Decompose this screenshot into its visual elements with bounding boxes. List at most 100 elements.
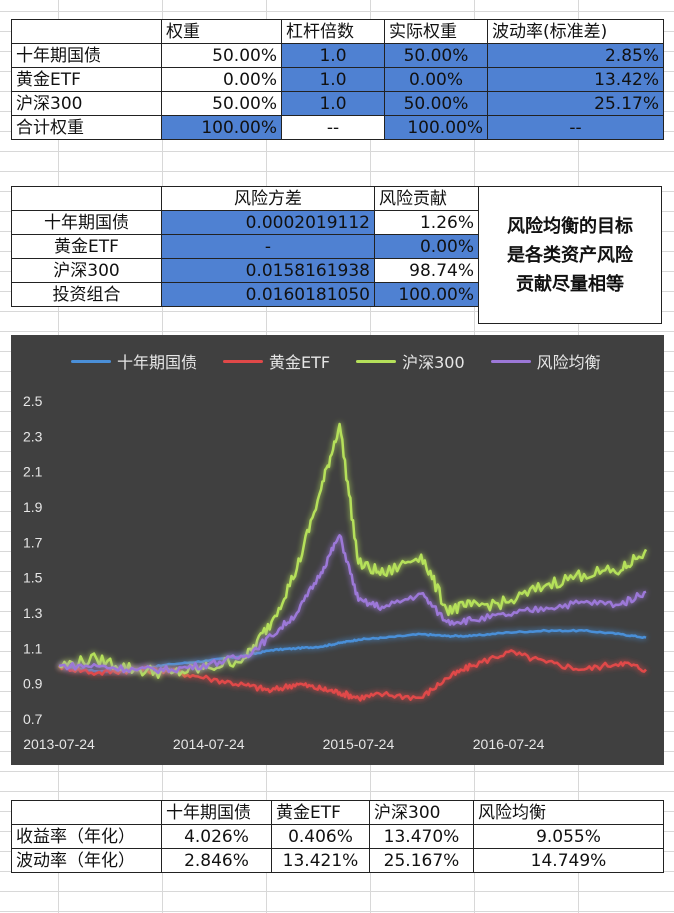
- x-tick-label: 2013-07-24: [23, 736, 95, 752]
- y-tick-label: 1.5: [23, 570, 43, 586]
- legend-label: 十年期国债: [117, 353, 198, 372]
- header-csi300: 沪深300: [369, 800, 474, 825]
- row-label[interactable]: 黄金ETF: [11, 234, 162, 259]
- cell-contribution[interactable]: 1.26%: [374, 210, 479, 235]
- cell-contribution[interactable]: 0.00%: [374, 234, 479, 259]
- y-tick-label: 2.1: [23, 464, 43, 480]
- summary-table: 十年期国债 黄金ETF 沪深300 风险均衡 收益率（年化） 4.026% 0.…: [11, 800, 664, 873]
- cell-actual-weight[interactable]: 50.00%: [384, 43, 488, 68]
- y-tick-label: 1.7: [23, 534, 43, 550]
- cell-volatility[interactable]: 2.85%: [487, 43, 664, 68]
- weight-table-header: 权重 杠杆倍数 实际权重 波动率(标准差): [11, 19, 664, 44]
- note-line: 风险均衡的目标: [507, 215, 633, 237]
- row-label[interactable]: 沪深300: [11, 91, 162, 116]
- weight-table: 权重 杠杆倍数 实际权重 波动率(标准差) 十年期国债 50.00% 1.0 5…: [11, 19, 664, 140]
- cell-csi300[interactable]: 25.167%: [369, 848, 474, 873]
- cell-variance[interactable]: 0.0002019112: [161, 210, 375, 235]
- series-line-1: [58, 649, 647, 702]
- header-blank: [11, 800, 162, 825]
- row-label[interactable]: 十年期国债: [11, 43, 162, 68]
- header-bond: 十年期国债: [161, 800, 272, 825]
- x-tick-label: 2015-07-24: [323, 736, 395, 752]
- cell-weight[interactable]: 50.00%: [161, 91, 282, 116]
- series-line-3: [58, 534, 647, 675]
- header-weight: 权重: [161, 19, 282, 44]
- row-label[interactable]: 十年期国债: [11, 210, 162, 235]
- cell-volatility[interactable]: 13.42%: [487, 67, 664, 92]
- note-line: 是各类资产风险: [507, 244, 633, 266]
- table-row: 波动率（年化） 2.846% 13.421% 25.167% 14.749%: [11, 848, 664, 873]
- note-line: 贡献尽量相等: [516, 273, 624, 295]
- y-tick-label: 1.3: [23, 605, 43, 621]
- legend-swatch: [71, 359, 111, 363]
- header-blank: [11, 19, 162, 44]
- risk-parity-note: 风险均衡的目标 是各类资产风险 贡献尽量相等: [478, 186, 662, 324]
- legend-label: 风险均衡: [536, 353, 601, 372]
- cell-gold[interactable]: 13.421%: [271, 848, 370, 873]
- cell-leverage[interactable]: 1.0: [281, 91, 385, 116]
- y-tick-label: 1.9: [23, 499, 43, 515]
- cell-leverage[interactable]: 1.0: [281, 43, 385, 68]
- table-row: 投资组合 0.0160181050 100.00%: [11, 282, 479, 307]
- cell-risk-parity[interactable]: 9.055%: [473, 824, 664, 849]
- y-tick-label: 2.5: [23, 393, 43, 409]
- row-label[interactable]: 波动率（年化）: [11, 848, 162, 873]
- cell-variance[interactable]: 0.0160181050: [161, 282, 375, 307]
- table-row: 合计权重 100.00% -- 100.00% --: [11, 115, 664, 140]
- row-label[interactable]: 黄金ETF: [11, 67, 162, 92]
- legend-item: 风险均衡: [490, 349, 601, 373]
- row-label[interactable]: 合计权重: [11, 115, 162, 140]
- row-label[interactable]: 投资组合: [11, 282, 162, 307]
- cell-bond[interactable]: 4.026%: [161, 824, 272, 849]
- legend-item: 十年期国债: [71, 349, 197, 373]
- legend-swatch: [223, 359, 264, 363]
- table-row: 黄金ETF - 0.00%: [11, 234, 479, 259]
- table-row: 沪深300 50.00% 1.0 50.00% 25.17%: [11, 91, 664, 116]
- header-risk-variance: 风险方差: [161, 186, 375, 211]
- header-leverage: 杠杆倍数: [281, 19, 385, 44]
- cell-contribution[interactable]: 98.74%: [374, 258, 479, 283]
- y-tick-label: 0.7: [23, 711, 43, 727]
- x-tick-label: 2014-07-24: [173, 736, 245, 752]
- table-row: 黄金ETF 0.00% 1.0 0.00% 13.42%: [11, 67, 664, 92]
- y-tick-label: 0.9: [23, 676, 43, 692]
- x-tick-label: 2016-07-24: [473, 736, 545, 752]
- cell-weight[interactable]: 100.00%: [161, 115, 282, 140]
- risk-table-header: 风险方差 风险贡献: [11, 186, 479, 211]
- table-row: 十年期国债 50.00% 1.0 50.00% 2.85%: [11, 43, 664, 68]
- cell-leverage[interactable]: --: [281, 115, 385, 140]
- cell-actual-weight[interactable]: 0.00%: [384, 67, 488, 92]
- cell-leverage[interactable]: 1.0: [281, 67, 385, 92]
- cell-actual-weight[interactable]: 100.00%: [384, 115, 488, 140]
- legend-item: 沪深300: [356, 349, 465, 373]
- cell-variance[interactable]: -: [161, 234, 375, 259]
- chart-legend: 十年期国债 黄金ETF 沪深300 风险均衡: [71, 349, 601, 373]
- header-risk-contribution: 风险贡献: [374, 186, 479, 211]
- chart-canvas: 2.5 2.3 2.1 1.9 1.7 1.5 1.3 1.1 0.9 0.7 2013-07-24…: [23, 393, 648, 752]
- header-actual-weight: 实际权重: [384, 19, 488, 44]
- cell-csi300[interactable]: 13.470%: [369, 824, 474, 849]
- legend-label: 黄金ETF: [269, 353, 331, 372]
- cell-volatility[interactable]: --: [487, 115, 664, 140]
- row-label[interactable]: 沪深300: [11, 258, 162, 283]
- cell-variance[interactable]: 0.0158161938: [161, 258, 375, 283]
- cell-actual-weight[interactable]: 50.00%: [384, 91, 488, 116]
- table-row: 沪深300 0.0158161938 98.74%: [11, 258, 479, 283]
- legend-label: 沪深300: [402, 353, 465, 372]
- legend-item: 黄金ETF: [223, 349, 330, 373]
- risk-table: 风险方差 风险贡献 十年期国债 0.0002019112 1.26% 黄金ETF…: [11, 186, 479, 307]
- cell-bond[interactable]: 2.846%: [161, 848, 272, 873]
- table-row: 收益率（年化） 4.026% 0.406% 13.470% 9.055%: [11, 824, 664, 849]
- cell-volatility[interactable]: 25.17%: [487, 91, 664, 116]
- header-risk-parity: 风险均衡: [473, 800, 664, 825]
- cell-risk-parity[interactable]: 14.749%: [473, 848, 664, 873]
- summary-table-header: 十年期国债 黄金ETF 沪深300 风险均衡: [11, 800, 664, 825]
- row-label[interactable]: 收益率（年化）: [11, 824, 162, 849]
- header-volatility: 波动率(标准差): [487, 19, 664, 44]
- cell-gold[interactable]: 0.406%: [271, 824, 370, 849]
- cell-weight[interactable]: 0.00%: [161, 67, 282, 92]
- cell-weight[interactable]: 50.00%: [161, 43, 282, 68]
- y-tick-label: 1.1: [23, 640, 43, 656]
- cell-contribution[interactable]: 100.00%: [374, 282, 479, 307]
- legend-swatch: [490, 359, 531, 363]
